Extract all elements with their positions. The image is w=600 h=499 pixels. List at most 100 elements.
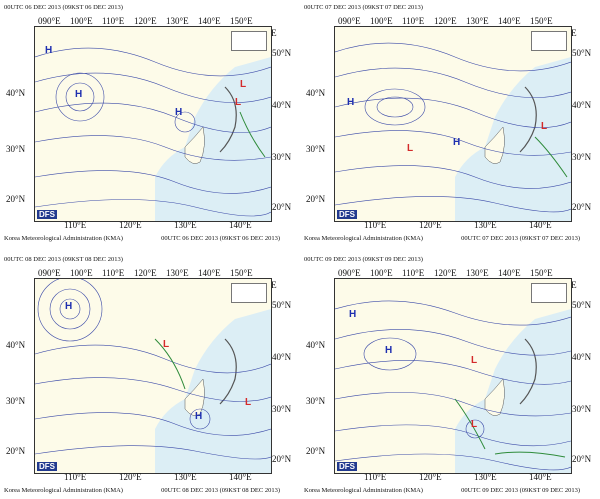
lat-label: 40°N <box>272 100 292 110</box>
lon-label: 130°E <box>474 472 497 482</box>
low-pressure-label: L <box>235 97 242 108</box>
lon-label: 140°E <box>198 268 221 278</box>
lon-label: 140°E <box>229 220 252 230</box>
map-legend-box <box>531 283 567 303</box>
lon-label: 120°E <box>419 220 442 230</box>
lon-label: 150°E <box>230 16 253 26</box>
lon-label: 120°E <box>119 472 142 482</box>
lat-label: 30°N <box>306 396 326 406</box>
lat-label: 50°N <box>572 300 592 310</box>
lat-label: 30°N <box>306 144 326 154</box>
lat-label: 30°N <box>272 404 292 414</box>
lat-label: 40°N <box>6 88 26 98</box>
high-pressure-label: H <box>175 107 183 118</box>
lon-label: 100°E <box>70 16 93 26</box>
lon-label: 120°E <box>134 268 157 278</box>
agency-credit: Korea Meteorological Administration (KMA… <box>304 487 423 494</box>
map-panel-3: 00UTC 08 DEC 2013 (09KST 08 DEC 2013) 09… <box>4 256 291 494</box>
map-legend-box <box>231 283 267 303</box>
agency-credit: Korea Meteorological Administration (KMA… <box>304 235 423 242</box>
low-pressure-label: L <box>240 79 247 90</box>
low-pressure-label: L <box>471 419 478 430</box>
lon-label: 120°E <box>434 268 457 278</box>
lat-label: 20°N <box>306 194 326 204</box>
valid-time: 00UTC 09 DEC 2013 (09KST 09 DEC 2013) <box>461 487 580 494</box>
lat-label: 40°N <box>572 352 592 362</box>
lon-label: 140°E <box>498 268 521 278</box>
lon-label: 130°E <box>174 220 197 230</box>
weather-map-graphic <box>335 300 571 473</box>
lat-label: 20°N <box>306 446 326 456</box>
valid-time: 00UTC 07 DEC 2013 (09KST 07 DEC 2013) <box>461 235 580 242</box>
lon-label: 090°E <box>338 16 361 26</box>
high-pressure-label: H <box>75 89 83 100</box>
lon-label: 130°E <box>474 220 497 230</box>
lat-label: 30°N <box>6 396 26 406</box>
lon-label: 120°E <box>134 16 157 26</box>
high-pressure-label: H <box>385 345 393 356</box>
lon-label: 140°E <box>529 220 552 230</box>
lon-label: 130°E <box>466 16 489 26</box>
weather-chart: H H L L DFS <box>334 26 572 222</box>
weather-chart: H L H L DFS <box>34 278 272 474</box>
lat-label: 20°N <box>6 446 26 456</box>
weather-map-graphic <box>35 279 271 473</box>
lon-label: 130°E <box>174 472 197 482</box>
weather-map-graphic <box>335 42 571 221</box>
lon-label: 140°E <box>498 16 521 26</box>
lat-label: 40°N <box>572 100 592 110</box>
lat-label: 40°N <box>6 340 26 350</box>
lat-label: 30°N <box>272 152 292 162</box>
lon-label: 110°E <box>402 268 425 278</box>
low-pressure-label: L <box>245 397 252 408</box>
panel-title: 00UTC 07 DEC 2013 (09KST 07 DEC 2013) <box>304 4 423 11</box>
high-pressure-label: H <box>65 301 73 312</box>
lon-label: 110°E <box>402 16 425 26</box>
weather-chart: H H H L L DFS <box>34 26 272 222</box>
lat-label: 20°N <box>272 202 292 212</box>
lat-label: 40°N <box>306 340 326 350</box>
lat-label: 30°N <box>6 144 26 154</box>
lat-label: 50°N <box>572 48 592 58</box>
lon-label: 090°E <box>338 268 361 278</box>
low-pressure-label: L <box>541 121 548 132</box>
map-panel-1: 00UTC 06 DEC 2013 (09KST 06 DEC 2013) 09… <box>4 4 291 242</box>
lat-label: 20°N <box>572 202 592 212</box>
lon-label: 120°E <box>419 472 442 482</box>
lon-label: 150°E <box>230 268 253 278</box>
map-panel-2: 00UTC 07 DEC 2013 (09KST 07 DEC 2013) 09… <box>304 4 591 242</box>
lat-label: 30°N <box>572 152 592 162</box>
high-pressure-label: H <box>347 97 355 108</box>
dfs-badge: DFS <box>337 462 357 471</box>
lon-label: 110°E <box>64 472 87 482</box>
lat-label: 30°N <box>572 404 592 414</box>
lat-label: 20°N <box>572 454 592 464</box>
lat-label: 50°N <box>272 300 292 310</box>
lon-label: 100°E <box>370 268 393 278</box>
panel-title: 00UTC 09 DEC 2013 (09KST 09 DEC 2013) <box>304 256 423 263</box>
lon-label: 110°E <box>102 16 125 26</box>
lon-label: 120°E <box>434 16 457 26</box>
high-pressure-label: H <box>453 137 461 148</box>
weather-map-graphic <box>35 47 271 221</box>
lon-label: 110°E <box>102 268 125 278</box>
lon-label: 130°E <box>166 16 189 26</box>
lon-label: 110°E <box>364 220 387 230</box>
lon-label: 150°E <box>530 16 553 26</box>
map-panel-4: 00UTC 09 DEC 2013 (09KST 09 DEC 2013) 09… <box>304 256 591 494</box>
map-legend-box <box>531 31 567 51</box>
lat-label: 40°N <box>306 88 326 98</box>
low-pressure-label: L <box>407 143 414 154</box>
lon-label: 130°E <box>166 268 189 278</box>
lon-label: 150°E <box>530 268 553 278</box>
high-pressure-label: H <box>349 309 357 320</box>
lon-label: 090°E <box>38 268 61 278</box>
lat-label: 20°N <box>272 454 292 464</box>
lat-label: 50°N <box>272 48 292 58</box>
panel-title: 00UTC 06 DEC 2013 (09KST 06 DEC 2013) <box>4 4 123 11</box>
lat-label: 40°N <box>272 352 292 362</box>
valid-time: 00UTC 08 DEC 2013 (09KST 08 DEC 2013) <box>161 487 280 494</box>
high-pressure-label: H <box>45 45 53 56</box>
valid-time: 00UTC 06 DEC 2013 (09KST 06 DEC 2013) <box>161 235 280 242</box>
map-legend-box <box>231 31 267 51</box>
